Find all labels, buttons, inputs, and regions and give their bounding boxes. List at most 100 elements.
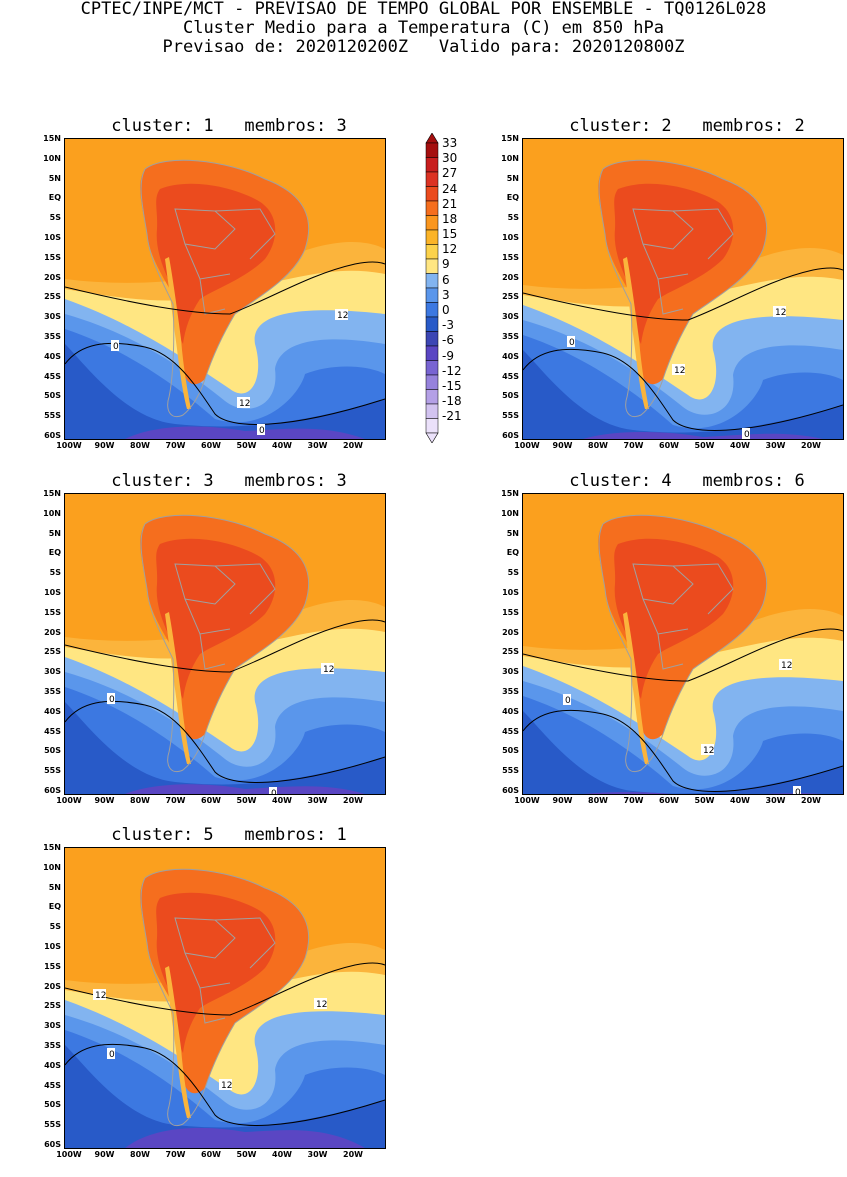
panel-title: cluster: 1 membros: 3 xyxy=(111,116,347,136)
color-scale-legend: 33 30 27 24 21 18 15 12 9 6 3 0 -3 -6 -9 -12 -15 -18 -21 xyxy=(424,133,494,443)
latitude-tick-label: EQ xyxy=(48,193,61,203)
country-border xyxy=(140,514,310,772)
colorbar-level-label: 0 xyxy=(442,303,450,318)
longitude-tick-label: 40W xyxy=(272,796,292,805)
latitude-tick-label: 10S xyxy=(44,588,61,597)
contour-label: 0 xyxy=(109,695,115,705)
latitude-tick-label: 35S xyxy=(44,1041,61,1050)
andes-cool-strip xyxy=(165,257,191,409)
longitude-tick-label: 20W xyxy=(801,441,821,450)
latitude-tick-label: 10N xyxy=(43,862,61,872)
colorbar-swatch xyxy=(425,418,439,434)
colorbar-level-label: -15 xyxy=(442,378,462,393)
latitude-tick-label: 15S xyxy=(44,252,61,262)
latitude-tick-label: 15N xyxy=(43,489,61,498)
cold-band-4 xyxy=(65,344,385,439)
contour-label-bg xyxy=(793,786,801,794)
longitude-tick-label: 80W xyxy=(588,441,608,450)
latitude-tick-label: 40S xyxy=(44,706,61,716)
map-panel-cluster-3: cluster: 3 membros: 3 0 12 0 15N 10N 5N EQ 5S 10S… xyxy=(43,471,394,823)
cold-band-3 xyxy=(523,335,843,439)
latitude-tick-label: 15N xyxy=(43,134,61,143)
colorbar-level-label: 21 xyxy=(442,196,458,211)
colorbar-level-label: 27 xyxy=(442,166,458,181)
coldest-band xyxy=(583,431,823,439)
longitude-tick-label: 30W xyxy=(765,441,786,450)
latitude-tick-label: 60S xyxy=(44,431,61,440)
colorbar-swatch xyxy=(425,273,439,289)
latitude-tick-label: 10S xyxy=(502,588,519,597)
contour-12 xyxy=(65,619,385,673)
colorbar-level-label: 9 xyxy=(442,257,450,272)
latitude-tick-label: 60S xyxy=(502,431,519,440)
contour-label-bg xyxy=(779,659,792,670)
colorbar-swatch xyxy=(425,244,439,260)
longitude-tick-label: 70W xyxy=(623,441,644,450)
colorbar-swatch xyxy=(425,142,439,158)
longitude-tick-label: 20W xyxy=(343,1150,363,1159)
longitude-tick-label: 80W xyxy=(130,796,150,805)
latitude-tick-label: 55S xyxy=(44,766,61,776)
continent-hot-core xyxy=(156,538,276,699)
contour-label-bg xyxy=(257,424,265,435)
longitude-tick-label: 70W xyxy=(165,796,186,805)
latitude-tick-label: 55S xyxy=(44,411,61,421)
latitude-tick-label: 25S xyxy=(44,647,61,657)
contour-label: 0 xyxy=(744,430,750,439)
latitude-tick-label: 45S xyxy=(44,1080,61,1090)
latitude-tick-label: 40S xyxy=(44,351,61,361)
contour-0 xyxy=(523,709,843,792)
colorbar-swatch xyxy=(425,360,439,376)
longitude-tick-label: 70W xyxy=(623,796,644,805)
map-frame: 0 12 12 0 xyxy=(522,493,844,795)
latitude-tick-label: 30S xyxy=(44,312,61,322)
longitude-tick-label: 50W xyxy=(694,796,715,805)
contour-label-bg xyxy=(269,787,277,794)
contour-label: 0 xyxy=(569,338,575,348)
contour-12 xyxy=(523,628,843,682)
latitude-tick-label: 55S xyxy=(44,1120,61,1130)
country-border xyxy=(632,208,694,250)
latitude-tick-label: 20S xyxy=(44,627,61,637)
panel-title: cluster: 2 membros: 2 xyxy=(569,116,805,136)
colorbar-level-label: 12 xyxy=(442,242,458,257)
latitude-tick-label: 10N xyxy=(501,153,519,163)
contour-label: 12 xyxy=(95,991,106,1001)
latitude-tick-label: 20S xyxy=(502,627,519,637)
longitude-tick-label: 60W xyxy=(659,796,679,805)
longitude-tick-label: 70W xyxy=(165,441,186,450)
colorbar-swatch xyxy=(425,331,439,347)
latitude-tick-label: 45S xyxy=(44,726,61,736)
latitude-tick-label: 15S xyxy=(44,607,61,617)
longitude-tick-label: 90W xyxy=(94,1150,115,1159)
longitude-tick-label: 90W xyxy=(552,441,573,450)
cold-band-3 xyxy=(65,329,385,439)
contour-label-bg xyxy=(563,694,571,705)
contour-label-bg xyxy=(335,309,348,320)
longitude-tick-label: 50W xyxy=(236,441,257,450)
longitude-tick-label: 100W xyxy=(56,796,82,805)
colorbar-arrow-down xyxy=(425,432,439,443)
latitude-tick-label: 55S xyxy=(502,766,519,776)
colorbar-level-label: -21 xyxy=(442,409,462,424)
cold-band-4 xyxy=(523,350,843,439)
longitude-tick-label: 60W xyxy=(201,441,221,450)
latitude-tick-label: EQ xyxy=(48,548,61,558)
country-border xyxy=(214,917,276,969)
longitude-tick-label: 40W xyxy=(272,1150,292,1159)
temperature-field: 0 12 12 0 xyxy=(523,494,843,794)
contour-0 xyxy=(65,1043,385,1126)
temperature-field: 0 12 12 0 xyxy=(523,139,843,439)
country-border xyxy=(199,633,226,670)
contour-label: 12 xyxy=(775,308,786,318)
temperature-field: 0 12 12 0 xyxy=(65,139,385,439)
map-panel-cluster-1: cluster: 1 membros: 3 0 12 12 0 15N 10N 5N EQ 5S 1… xyxy=(43,116,394,468)
country-border xyxy=(657,278,684,315)
country-border xyxy=(199,278,226,315)
latitude-tick-label: 25S xyxy=(502,292,519,302)
latitude-tick-label: 60S xyxy=(44,786,61,795)
latitude-tick-label: EQ xyxy=(48,902,61,912)
longitude-tick-label: 20W xyxy=(343,796,363,805)
colorbar-swatches xyxy=(425,133,439,443)
contour-0 xyxy=(65,700,385,783)
